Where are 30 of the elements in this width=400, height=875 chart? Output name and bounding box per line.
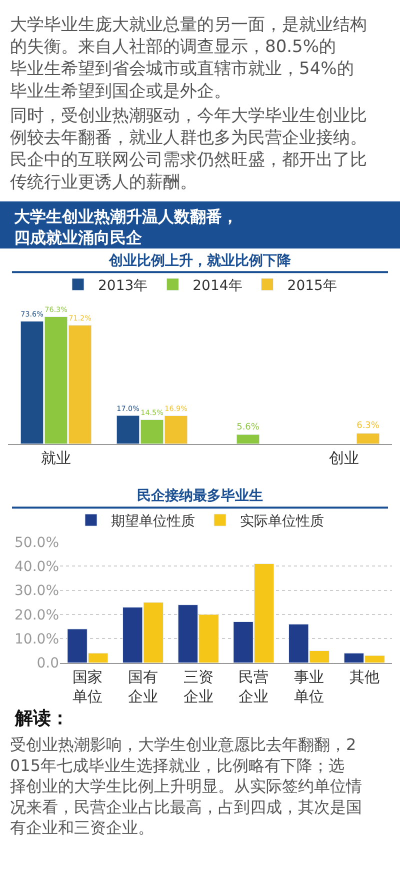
text: 同时，受创业热潮驱动，今年大学毕业生创业比例较去年翻番，就业人群也多为民营企业接纳。民企中的互联网公司需求仍然旺盛，都开出了比传统行业更诱人的薪酬。 [10,106,367,192]
legend-label: 2015年 [287,278,337,294]
text: 大学毕业生庞大就业总量的另一面，是就业结构的失衡。来自人社部的调查显示，80.5%的毕业生希望到省会城市或直辖市就业，54%的毕业生希望到国企或是外企。 [10,15,367,102]
legend-label: 期望单位性质 [111,513,195,530]
y-tick-label: 30.0% [14,583,59,600]
text: 解读： [14,708,69,729]
bar [356,433,380,444]
data-label: 5.6% [236,422,260,432]
x-tick-label: 其他 [349,668,380,686]
x-tick-label: 国有企业 [128,668,158,706]
chart-subtitle: 创业比例上升，就业比例下降 [108,252,292,269]
y-tick-label: 50.0% [14,534,59,551]
x-tick-label: 三资企业 [183,668,214,706]
legend-label: 2013年 [98,278,148,294]
chart-title: 民企接纳最多毕业生 [137,487,263,504]
x-tick-label: 国家单位 [72,668,103,706]
text: 受创业热潮影响，大学生创业意愿比去年翻翻，2015年七成毕业生选择就业，比例略有下降；选择创业的大学生比例上升明显。从实际签约单位情况来看，民营企业占比最高，占到四成，其次是国有企业和三资企业。 [10,735,362,838]
legend-label: 实际单位性质 [240,513,324,530]
y-tick-label: 10.0% [14,632,59,648]
y-tick-label: 0.0 [36,656,59,672]
x-tick-label: 就业 [41,448,71,467]
chart-title: 大学生创业热潮升温人数翻番，四成就业涌向民企 [14,207,238,247]
bar [236,434,260,444]
y-tick-label: 40.0% [14,559,59,576]
y-tick-label: 20.0% [14,607,59,624]
legend-label: 2014年 [192,278,242,294]
x-tick-label: 民营企业 [238,668,269,706]
x-tick-label: 事业单位 [294,668,324,706]
x-tick-label: 创业 [329,448,359,467]
data-label: 6.3% [356,421,380,432]
